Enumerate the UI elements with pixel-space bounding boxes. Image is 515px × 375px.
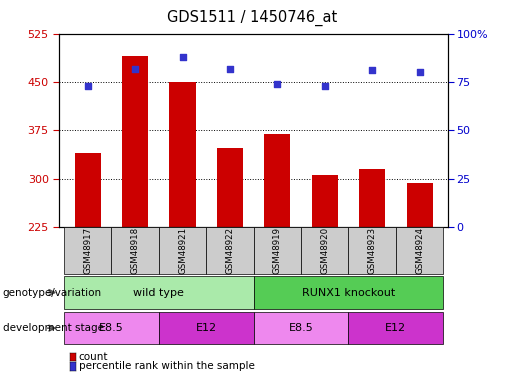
Text: wild type: wild type [133, 288, 184, 297]
Text: RUNX1 knockout: RUNX1 knockout [302, 288, 395, 297]
Bar [264, 134, 290, 227]
Bar [396, 227, 443, 274]
Point [178, 54, 186, 60]
Text: genotype/variation: genotype/variation [3, 288, 101, 297]
Text: count: count [79, 352, 108, 362]
Point [131, 66, 139, 72]
Text: E8.5: E8.5 [289, 323, 314, 333]
Bar [359, 169, 385, 227]
Point [368, 68, 376, 74]
Bar [64, 276, 253, 309]
Text: GSM48919: GSM48919 [273, 227, 282, 274]
Text: percentile rank within the sample: percentile rank within the sample [79, 362, 255, 371]
Bar [64, 312, 159, 344]
Text: GSM48923: GSM48923 [368, 227, 376, 274]
Text: GSM48922: GSM48922 [226, 227, 234, 274]
Text: E12: E12 [385, 323, 406, 333]
Point [83, 83, 92, 89]
Text: development stage: development stage [3, 323, 104, 333]
Point [226, 66, 234, 72]
Bar [169, 82, 196, 227]
Text: E12: E12 [196, 323, 217, 333]
Text: GSM48918: GSM48918 [131, 227, 140, 274]
Bar [406, 183, 433, 227]
Text: E8.5: E8.5 [99, 323, 124, 333]
Bar [301, 227, 349, 274]
Bar [253, 227, 301, 274]
Bar [349, 312, 443, 344]
Bar [159, 312, 253, 344]
Point [416, 69, 424, 75]
Bar [159, 227, 206, 274]
Bar [75, 153, 101, 227]
Bar [312, 176, 338, 227]
Text: GSM48920: GSM48920 [320, 227, 329, 274]
Bar [111, 227, 159, 274]
Bar [122, 56, 148, 227]
Point [273, 81, 282, 87]
Text: GSM48917: GSM48917 [83, 227, 92, 274]
Text: GSM48921: GSM48921 [178, 227, 187, 274]
Bar [64, 227, 111, 274]
Text: GDS1511 / 1450746_at: GDS1511 / 1450746_at [167, 9, 337, 26]
Bar [349, 227, 396, 274]
Bar [217, 148, 243, 227]
Point [321, 83, 329, 89]
Bar [253, 276, 443, 309]
Bar [253, 312, 349, 344]
Bar [206, 227, 254, 274]
Text: GSM48924: GSM48924 [415, 227, 424, 274]
